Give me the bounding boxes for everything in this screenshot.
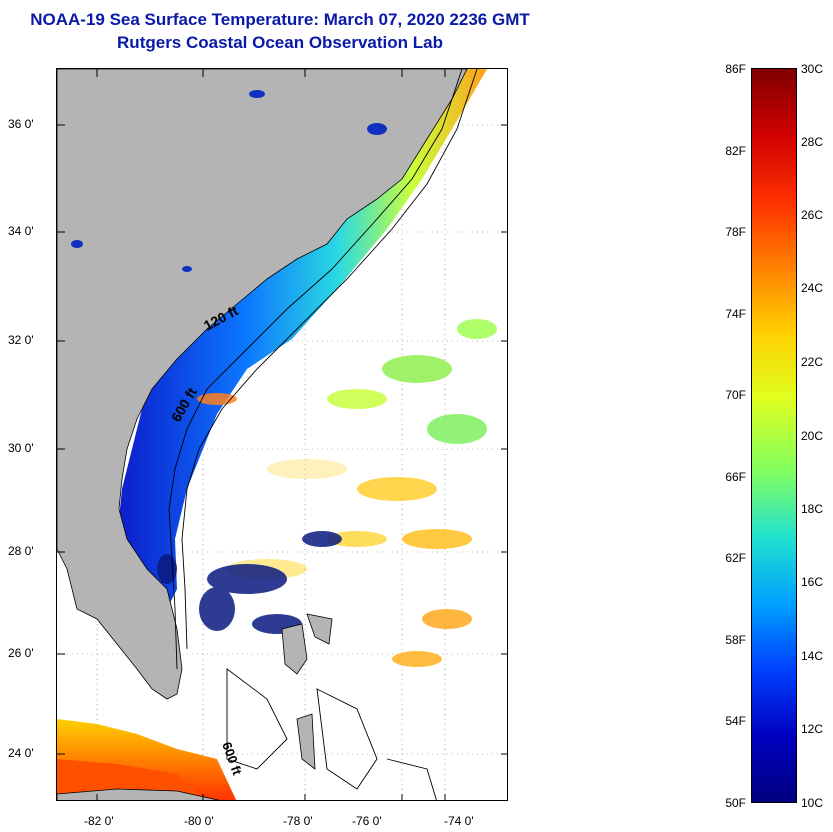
colorbar-label-28c: 28C bbox=[801, 135, 824, 149]
colorbar-label-58f: 58F bbox=[725, 633, 746, 647]
lat-label-36: 36 0' bbox=[8, 117, 34, 131]
colorbar-label-16c: 16C bbox=[801, 575, 824, 589]
chart-title-block: NOAA-19 Sea Surface Temperature: March 0… bbox=[0, 8, 560, 54]
page-title: NOAA-19 Sea Surface Temperature: March 0… bbox=[30, 10, 530, 29]
isobath-contours bbox=[168, 69, 478, 800]
colorbar-label-18c: 18C bbox=[801, 502, 824, 516]
sst-map[interactable]: 120 ft 600 ft 600 ft bbox=[56, 68, 508, 801]
colorbar-label-86f: 86F bbox=[725, 62, 746, 76]
lon-label-78: -78 0' bbox=[283, 814, 313, 828]
frame-ticks bbox=[57, 69, 507, 800]
colorbar-label-14c: 14C bbox=[801, 649, 824, 663]
lat-label-28: 28 0' bbox=[8, 544, 34, 558]
inland-water bbox=[71, 90, 387, 272]
colorbar-label-82f: 82F bbox=[725, 144, 746, 158]
map-canvas: 120 ft 600 ft 600 ft bbox=[57, 69, 507, 800]
colorbar-label-24c: 24C bbox=[801, 281, 824, 295]
contour-label-600ft-south: 600 ft bbox=[219, 740, 245, 778]
lon-label-76: -76 0' bbox=[352, 814, 382, 828]
colorbar-label-20c: 20C bbox=[801, 429, 824, 443]
colorbar-label-66f: 66F bbox=[725, 470, 746, 484]
lon-label-80: -80 0' bbox=[184, 814, 214, 828]
lon-label-74: -74 0' bbox=[444, 814, 474, 828]
bahamas-andros bbox=[281, 623, 308, 675]
cold-speckle-region bbox=[157, 531, 342, 634]
page-subtitle: Rutgers Coastal Ocean Observation Lab bbox=[117, 33, 443, 52]
lon-label-82: -82 0' bbox=[84, 814, 114, 828]
colorbar-label-22c: 22C bbox=[801, 355, 824, 369]
colorbar-label-26c: 26C bbox=[801, 208, 824, 222]
lat-label-34: 34 0' bbox=[8, 224, 34, 238]
colorbar-label-50f: 50F bbox=[725, 796, 746, 810]
colorbar-label-62f: 62F bbox=[725, 551, 746, 565]
lat-label-32: 32 0' bbox=[8, 333, 34, 347]
lat-label-30: 30 0' bbox=[8, 441, 34, 455]
bahamas-eleuthera bbox=[296, 713, 316, 770]
colorbar-label-54f: 54F bbox=[725, 714, 746, 728]
bahamas-abaco bbox=[306, 613, 333, 645]
lat-label-24: 24 0' bbox=[8, 746, 34, 760]
colorbar-label-12c: 12C bbox=[801, 722, 824, 736]
us-mainland bbox=[57, 69, 468, 700]
lat-label-26: 26 0' bbox=[8, 646, 34, 660]
colorbar-label-70f: 70F bbox=[725, 388, 746, 402]
colorbar-label-74f: 74F bbox=[725, 307, 746, 321]
shelf-water-band bbox=[117, 69, 487, 609]
temperature-colorbar bbox=[751, 68, 797, 803]
colorbar-label-78f: 78F bbox=[725, 225, 746, 239]
colorbar-label-30c: 30C bbox=[801, 62, 824, 76]
colorbar-label-10c: 10C bbox=[801, 796, 824, 810]
